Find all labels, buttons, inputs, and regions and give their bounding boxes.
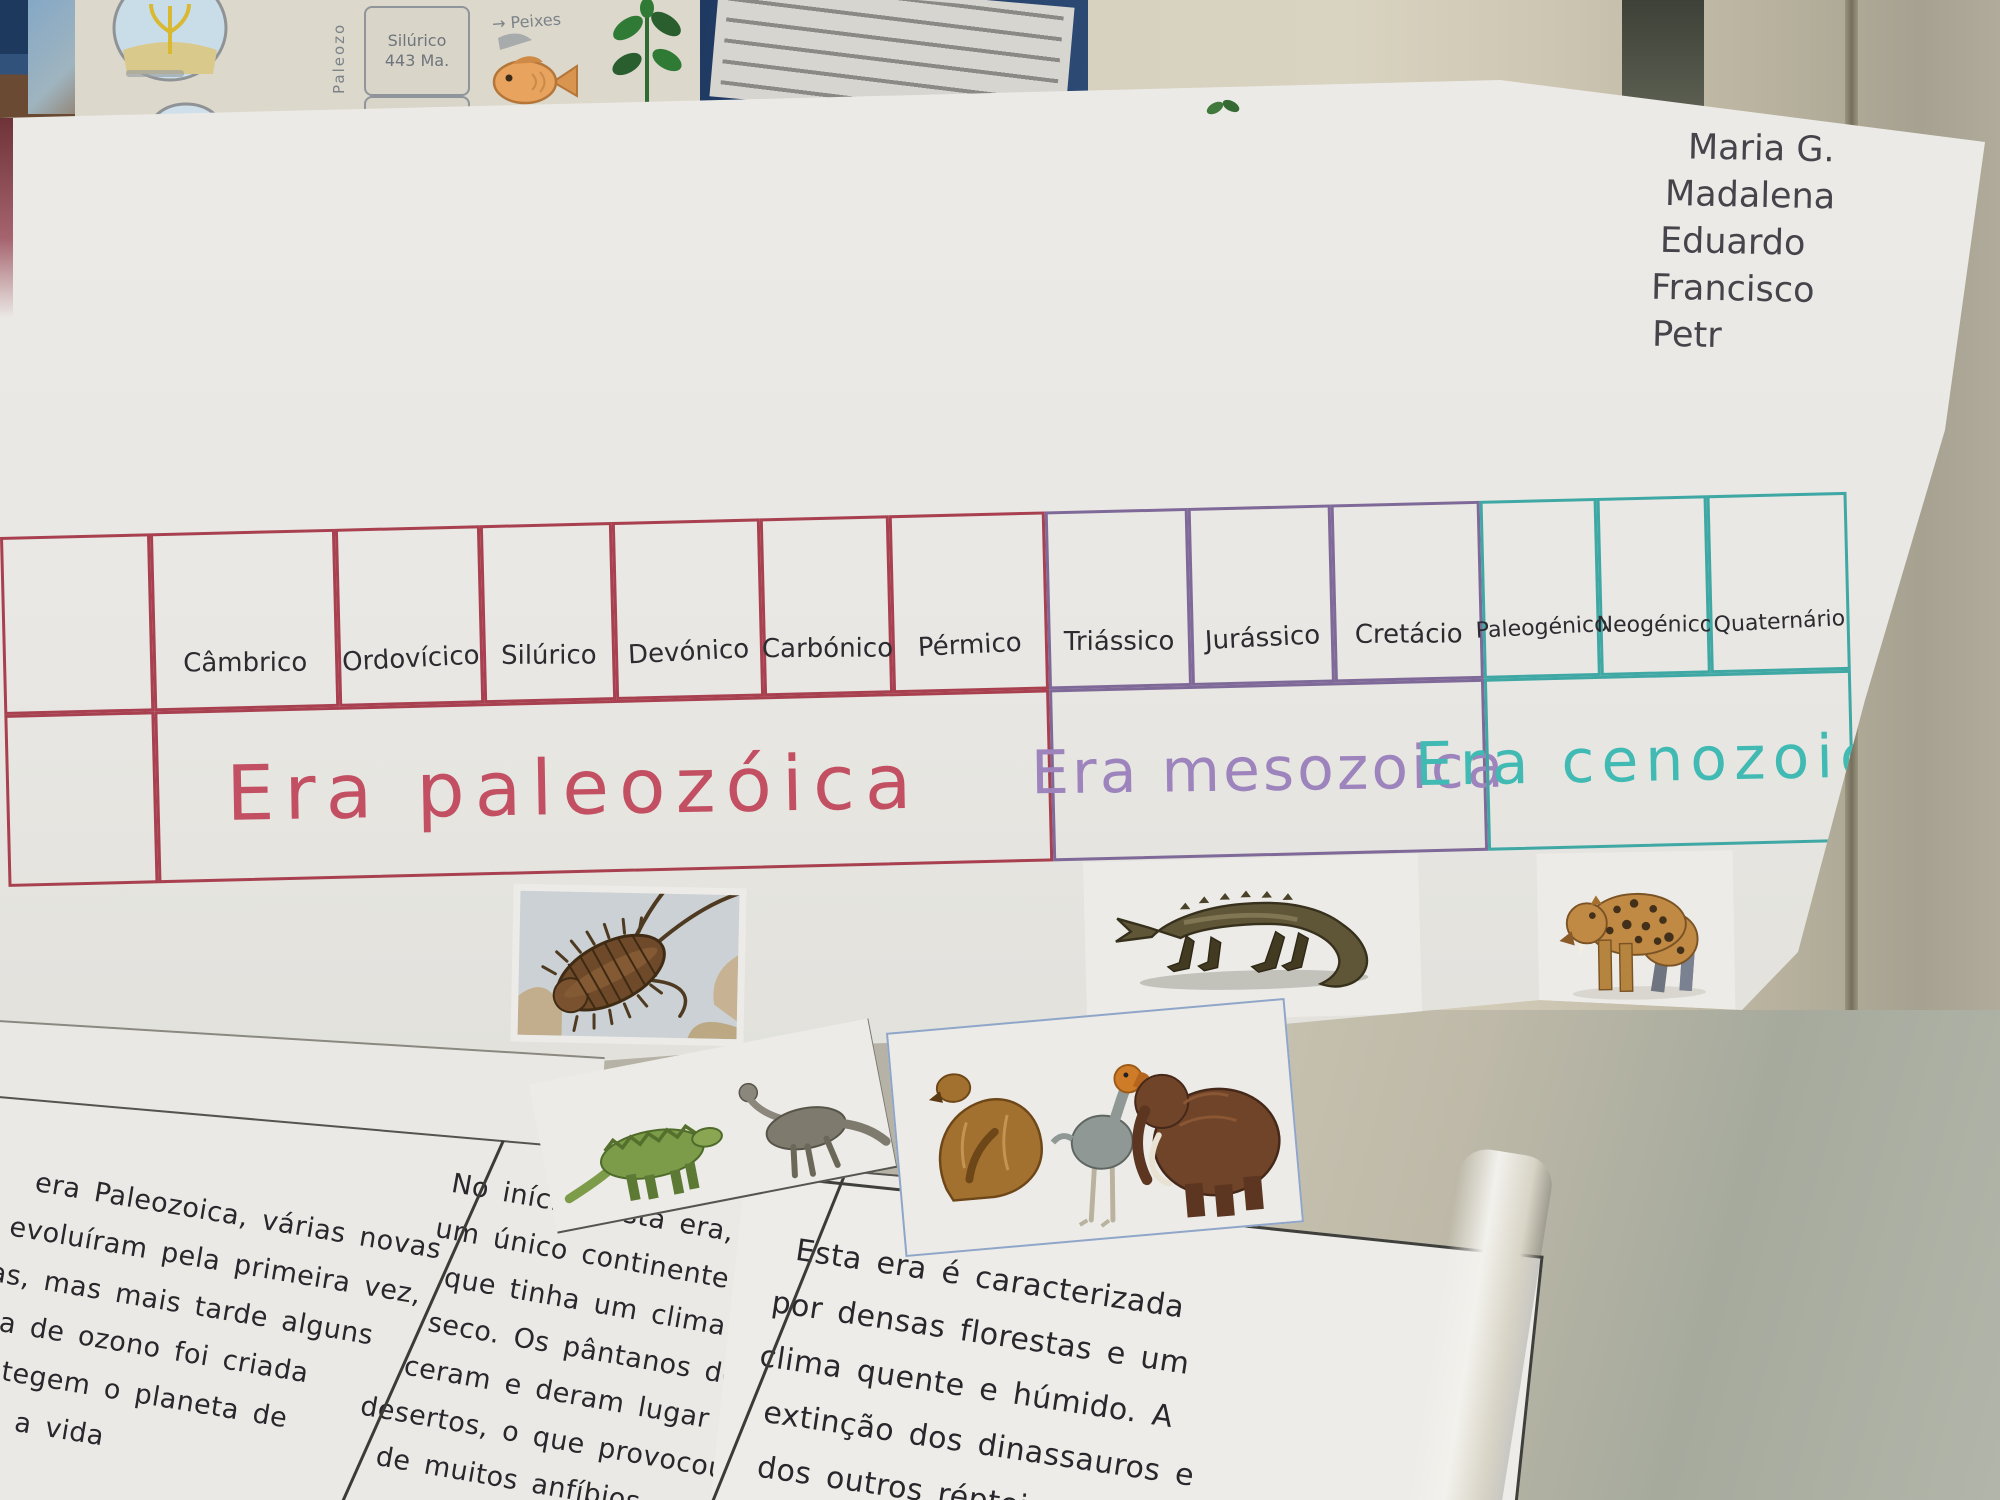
dinosaurs-icon xyxy=(564,1082,891,1204)
period-cell-ordovicico: Ordovícico xyxy=(334,525,485,707)
period-cell-triassico: Triássico xyxy=(1044,507,1192,690)
period-cell-cretacio: Cretácio xyxy=(1330,500,1484,683)
student-names: Maria G. Madalena Eduardo Francisco Petr xyxy=(1650,124,1885,364)
period-cell-devonico: Devónico xyxy=(611,518,765,700)
maroon-edge-mark xyxy=(0,118,13,318)
plant-sticker-oval xyxy=(112,0,228,82)
trilobite-fossil-picture xyxy=(510,883,747,1047)
student-name: Madalena xyxy=(1664,173,1836,218)
fossil-stone-background xyxy=(517,890,740,1040)
saber-toothed-cat-picture xyxy=(1536,850,1736,1014)
student-name: Petr xyxy=(1651,314,1722,357)
period-label: Quaternário xyxy=(1713,606,1846,638)
era-cell-paleozoic: Era paleozóica xyxy=(154,689,1054,884)
period-cell-empty xyxy=(0,533,155,715)
period-label: Triássico xyxy=(1064,626,1175,657)
period-cell-permico: Pérmico xyxy=(888,511,1050,694)
plant-drawing xyxy=(612,0,682,115)
period-label: Pérmico xyxy=(917,627,1023,664)
saber-toothed-cat-icon xyxy=(1559,892,1707,1000)
period-cell-carbonico: Carbónico xyxy=(759,515,894,697)
plant-tip-over-poster xyxy=(1206,99,1240,115)
cenozoic-mammals-picture xyxy=(885,997,1305,1258)
trilobite-icon xyxy=(517,890,740,1040)
fish-drawing xyxy=(492,33,578,105)
period-label: Jurássico xyxy=(1203,620,1321,657)
student-name: Eduardo xyxy=(1659,220,1806,264)
era-paleozoic-label: Era paleozóica xyxy=(225,736,923,838)
dinosaurs-picture xyxy=(528,1018,898,1234)
period-label: Ordovícico xyxy=(341,640,481,678)
period-cell-neogenico: Neogénico xyxy=(1596,495,1714,676)
mini-cell-silurico-age: 443 Ma. xyxy=(384,51,450,70)
period-cell-silurico: Silúrico xyxy=(479,522,617,704)
period-label: Carbónico xyxy=(761,633,894,665)
geological-timeline-table: Câmbrico Ordovícico Silúrico Devónico Ca… xyxy=(0,491,1924,889)
era-cell-cenozoic: Era cenozoica xyxy=(1414,669,1924,851)
period-cell-paleogenico: Paleogénico xyxy=(1475,497,1608,679)
period-label: Silúrico xyxy=(501,640,597,671)
period-cell-quaternario: Quaternário xyxy=(1706,491,1851,674)
period-cell-cambrico: Câmbrico xyxy=(149,528,340,712)
period-cell-jurassico: Jurássico xyxy=(1187,504,1335,686)
student-name: Francisco xyxy=(1650,267,1815,312)
student-name: Maria G. xyxy=(1687,127,1835,171)
crocodile-icon xyxy=(1115,890,1369,990)
mammals-icon xyxy=(928,1064,1281,1228)
era-cell-empty xyxy=(4,711,159,887)
sticker-caption xyxy=(126,70,184,77)
period-label: Câmbrico xyxy=(183,647,308,679)
period-label: Devónico xyxy=(627,634,751,671)
period-label: Neogénico xyxy=(1596,612,1714,638)
mini-cell-silurico: Silúrico 443 Ma. xyxy=(364,6,470,96)
mini-era-vertical-label: Paleozo xyxy=(330,22,348,94)
period-label: Paleogénico xyxy=(1474,611,1608,644)
crocodile-reptile-picture xyxy=(1082,853,1423,1023)
period-label: Cretácio xyxy=(1354,619,1463,650)
cenozoic-note-column: Esta era é caracterizada por densas flor… xyxy=(751,1223,1227,1500)
mini-cell-silurico-name: Silúrico xyxy=(387,31,447,50)
